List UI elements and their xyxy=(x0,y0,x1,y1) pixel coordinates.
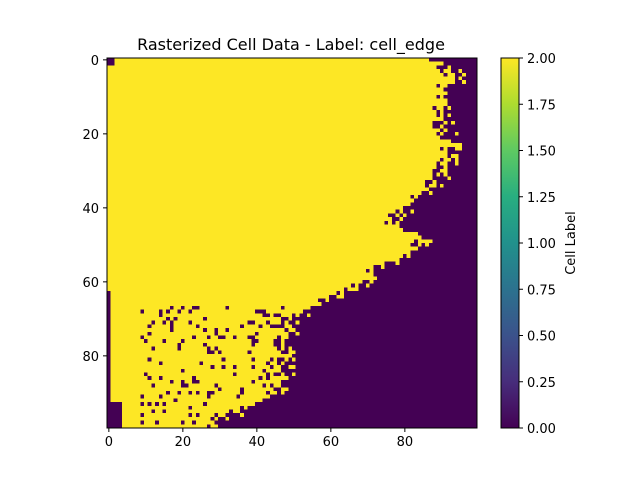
colorbar-tick-label: 0.75 xyxy=(527,283,556,298)
y-tick-label: 60 xyxy=(82,276,99,291)
plot-frame xyxy=(106,57,478,429)
x-tick-label: 40 xyxy=(249,435,266,450)
colorbar-axis: 0.00 0.25 0.50 0.75 1.00 1.25 1.50 1.75 2.00 xyxy=(519,52,556,437)
colorbar-tick-label: 1.75 xyxy=(527,98,556,113)
heatmap-cells xyxy=(107,58,466,428)
heatmap-image xyxy=(107,58,477,428)
x-tick-label: 60 xyxy=(323,435,340,450)
x-tick-label: 20 xyxy=(175,435,192,450)
x-tick-label: 0 xyxy=(105,435,113,450)
y-tick-label: 0 xyxy=(91,54,99,69)
colorbar-tick-label: 1.25 xyxy=(527,191,556,206)
chart-title: Rasterized Cell Data - Label: cell_edge xyxy=(137,35,445,55)
colorbar-tick-label: 0.25 xyxy=(527,376,556,391)
colorbar-tick-label: 0.50 xyxy=(527,330,556,345)
x-axis: 0 20 40 60 80 xyxy=(105,428,413,450)
y-axis: 0 20 40 60 80 xyxy=(82,54,107,365)
colorbar-label: Cell Label xyxy=(564,211,579,275)
colorbar xyxy=(500,57,520,429)
x-tick-label: 80 xyxy=(397,435,414,450)
colorbar-tick-label: 2.00 xyxy=(527,52,556,67)
y-tick-label: 40 xyxy=(82,202,99,217)
colorbar-tick-label: 1.50 xyxy=(527,145,556,160)
y-tick-label: 80 xyxy=(82,350,99,365)
colorbar-tick-label: 0.00 xyxy=(527,422,556,437)
y-tick-label: 20 xyxy=(82,128,99,143)
colorbar-tick-label: 1.00 xyxy=(527,237,556,252)
